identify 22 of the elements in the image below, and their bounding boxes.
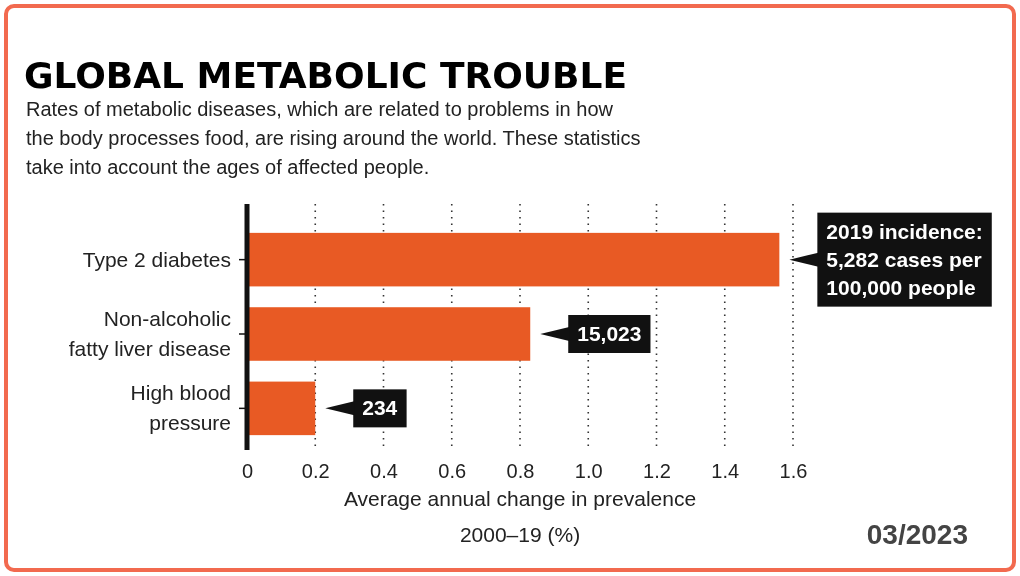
x-tick-label: 0 — [241, 460, 254, 483]
y-tick-label: Non-alcoholic fatty liver disease — [68, 307, 231, 360]
text: 03/2023 — [866, 519, 968, 550]
bar — [247, 307, 531, 361]
chart-title: GLOBAL METABOLIC TROUBLE — [24, 55, 628, 96]
x-tick-label: 1.6 — [779, 460, 808, 483]
x-tick-label: 0.4 — [370, 460, 398, 483]
x-tick-label: 1.4 — [711, 460, 740, 483]
y-tick-label: Type 2 diabetes — [82, 247, 231, 271]
x-tick-label: 1.2 — [643, 460, 671, 483]
x-tick-label: 1.0 — [574, 460, 603, 483]
y-tick-label: High blood pressure — [130, 381, 231, 435]
bar — [247, 232, 780, 287]
annotation: 234 — [362, 396, 398, 420]
x-tick-label: 0.8 — [506, 460, 535, 483]
x-tick-label: 0.2 — [301, 460, 330, 483]
x-axis-title: Average annual change in prevalence 2000–19 (%) — [343, 487, 697, 546]
annotation: 15,023 — [577, 322, 642, 345]
annotation: 2019 incidence: 5,282 cases per 100,000 people — [826, 219, 983, 299]
bar — [247, 381, 316, 436]
chart-subtitle: Rates of metabolic diseases, which are related to problems in how the body processes food, are rising around the world. These statistics take into account the ages of affected people. — [26, 98, 641, 178]
x-tick-label: 0.6 — [438, 460, 467, 483]
